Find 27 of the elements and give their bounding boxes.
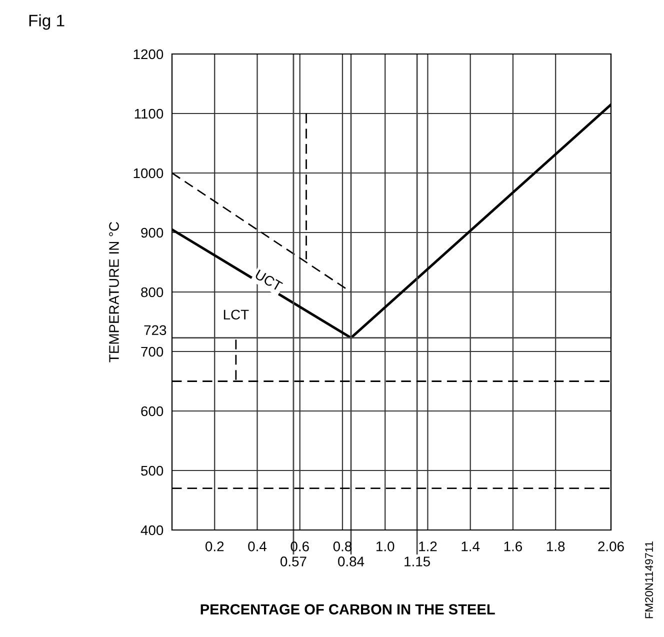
ref-line-label: 0.84 <box>338 556 364 566</box>
x-tick-label: 1.6 <box>504 541 522 552</box>
x-tick-label: 2.06 <box>598 541 624 552</box>
x-tick-label: 0.2 <box>206 541 224 552</box>
text: FM20N1149711 <box>645 542 653 618</box>
x-tick-label: 0.4 <box>248 541 266 552</box>
ref-line-label: 0.57 <box>280 556 306 566</box>
ref-line-label: 723 <box>144 325 166 336</box>
y-tick-label: 1100 <box>134 108 164 119</box>
y-axis-title: TEMPERATURE IN °C <box>109 222 119 362</box>
x-tick-label: 1.0 <box>376 541 394 552</box>
annotation: LCT <box>224 310 249 320</box>
x-tick-label: 1.8 <box>547 541 565 552</box>
y-tick-label: 400 <box>140 525 164 536</box>
y-tick-label: 1000 <box>134 168 164 178</box>
y-tick-label: 600 <box>141 406 164 416</box>
y-tick-label: 900 <box>141 228 164 238</box>
y-tick-label: 1200 <box>134 49 164 60</box>
x-axis-title: PERCENTAGE OF CARBON IN THE STEEL <box>200 604 495 614</box>
annotation: UCT <box>254 269 284 292</box>
ref-line-label: 1.15 <box>404 556 430 566</box>
x-tick-label: 1.4 <box>462 542 480 552</box>
y-tick-label: 500 <box>141 466 164 476</box>
chart-title: Fig 1 <box>29 14 64 30</box>
y-tick-label: 700 <box>141 346 164 357</box>
y-tick-label: 800 <box>141 287 164 298</box>
x-tick-label: 1.2 <box>419 541 437 552</box>
